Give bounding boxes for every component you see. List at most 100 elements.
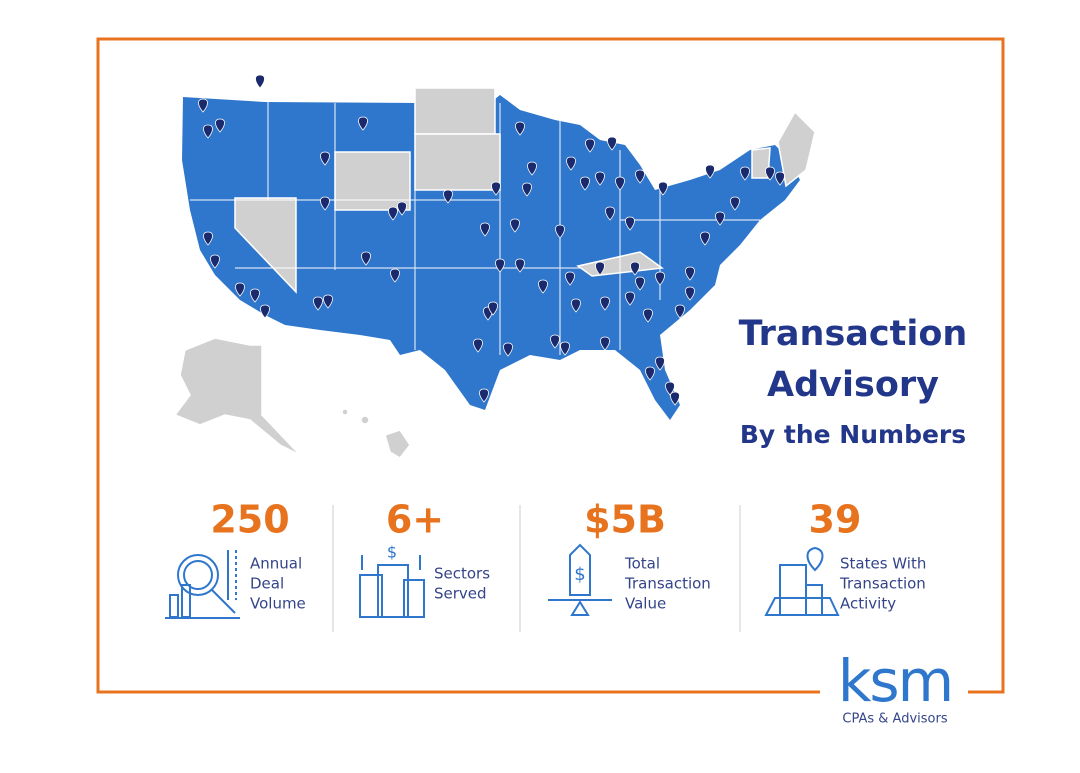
pin — [595, 171, 605, 186]
pin — [320, 151, 330, 166]
pin — [571, 298, 581, 313]
pin — [643, 308, 653, 323]
pin — [255, 74, 265, 89]
pin — [685, 286, 695, 301]
pin — [390, 268, 400, 283]
pin — [397, 201, 407, 216]
pin — [658, 181, 668, 196]
stat-label: Activity — [840, 595, 896, 613]
pin — [775, 171, 785, 186]
subtitle: By the Numbers — [740, 420, 966, 449]
pin — [260, 304, 270, 319]
stat-value: 6+ — [386, 498, 444, 542]
pin — [595, 261, 605, 276]
pin — [203, 231, 213, 246]
stat-label: Value — [625, 595, 666, 613]
pin — [605, 206, 615, 221]
pin — [203, 124, 213, 139]
pin — [235, 282, 245, 297]
pin — [600, 336, 610, 351]
pin — [479, 388, 489, 403]
pin — [198, 98, 208, 113]
pin — [765, 166, 775, 181]
pin — [665, 381, 675, 396]
pin — [320, 196, 330, 211]
icon-sectors: $ — [359, 543, 425, 618]
pin — [323, 294, 333, 309]
pin — [388, 206, 398, 221]
pin — [580, 176, 590, 191]
pin — [645, 366, 655, 381]
icon-glyph: $ — [387, 543, 397, 562]
pin — [635, 169, 645, 184]
pin — [655, 356, 665, 371]
pin — [538, 279, 548, 294]
pin — [210, 254, 220, 269]
pin — [565, 271, 575, 286]
logo: ksm — [838, 647, 952, 715]
pin — [630, 261, 640, 276]
pin — [510, 218, 520, 233]
pin — [473, 338, 483, 353]
pin — [560, 341, 570, 356]
stat-label: Volume — [250, 595, 306, 613]
icon-deal-volume — [165, 550, 240, 619]
stat-label: Annual — [250, 555, 302, 573]
pin — [361, 251, 371, 266]
stat-label: Transaction — [839, 575, 926, 593]
pin — [655, 271, 665, 286]
pin — [215, 118, 225, 133]
icon-glyph: $ — [574, 564, 585, 585]
pin — [358, 116, 368, 131]
pin — [566, 156, 576, 171]
pin — [515, 258, 525, 273]
pin — [250, 288, 260, 303]
pin — [685, 266, 695, 281]
pin — [480, 222, 490, 237]
pin — [730, 196, 740, 211]
pin — [495, 258, 505, 273]
pin — [515, 121, 525, 136]
pin — [488, 301, 498, 316]
pin — [491, 181, 501, 196]
location-pins — [198, 74, 785, 406]
stat-label: Transaction — [624, 575, 711, 593]
stats: 250 Annual Deal Volume 6+ Sectors Served $5B Tot… — [210, 498, 926, 613]
pin — [522, 182, 532, 197]
pin — [585, 138, 595, 153]
pin — [675, 304, 685, 319]
title-line: Advisory — [767, 365, 939, 405]
stat-value: $5B — [584, 498, 666, 542]
pin — [700, 231, 710, 246]
title-line: Transaction — [739, 314, 968, 354]
pin — [705, 164, 715, 179]
pin — [625, 291, 635, 306]
frame — [96, 37, 1005, 694]
stat-label: Served — [434, 585, 487, 603]
pin — [607, 136, 617, 151]
logo-tagline: CPAs & Advisors — [842, 712, 947, 727]
pin — [443, 189, 453, 204]
pin — [313, 296, 323, 311]
stat-label: Total — [624, 555, 660, 573]
pin — [615, 176, 625, 191]
icon-states — [764, 546, 840, 616]
pin — [527, 161, 537, 176]
stat-label: Sectors — [434, 565, 490, 583]
stat-label: States With — [840, 555, 926, 573]
us-map — [173, 74, 816, 459]
stat-value: 39 — [809, 498, 862, 542]
pin — [635, 276, 645, 291]
stat-label: Deal — [250, 575, 284, 593]
pin — [555, 224, 565, 239]
pin — [715, 211, 725, 226]
pin — [503, 342, 513, 357]
pin — [740, 166, 750, 181]
pin — [550, 334, 560, 349]
dividers — [332, 505, 741, 632]
pin — [625, 216, 635, 231]
icon-value: $ — [548, 543, 612, 616]
stat-value: 250 — [210, 498, 289, 542]
